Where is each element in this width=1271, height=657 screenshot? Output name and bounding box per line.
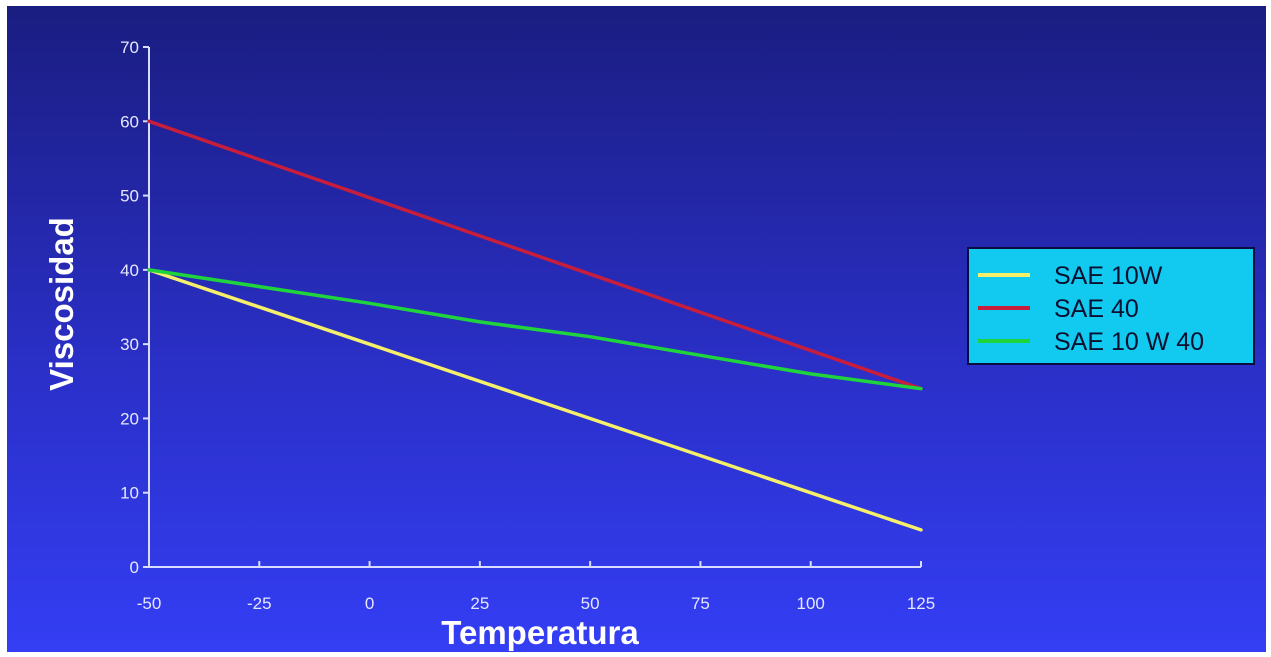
y-tick-label: 0	[130, 558, 139, 577]
y-tick-label: 60	[120, 112, 139, 131]
legend-box	[967, 247, 1255, 365]
series-line	[147, 268, 923, 532]
y-tick-label: 10	[120, 484, 139, 503]
y-tick-label: 70	[120, 38, 139, 57]
y-tick-label: 20	[120, 409, 139, 428]
series-line	[147, 268, 923, 391]
x-axis-ticks: -50 -25 0 25 50 75 100 125	[137, 561, 935, 613]
y-axis-ticks: 0 10 20 30 40 50 60 70	[120, 38, 149, 577]
x-tick-label: -25	[247, 594, 272, 613]
legend-label: SAE 10 W 40	[1054, 328, 1204, 356]
legend: SAE 10W SAE 40 SAE 10 W 40	[967, 247, 1255, 365]
x-tick-label: 125	[907, 594, 935, 613]
line-chart: 0 10 20 30 40 50 60 70 -50 -25 0 25 50 75 100 125 Temp…	[43, 38, 1255, 651]
x-tick-label: 25	[470, 594, 489, 613]
x-tick-label: 100	[797, 594, 825, 613]
y-tick-label: 50	[120, 187, 139, 206]
series-line	[147, 119, 923, 391]
x-tick-label: -50	[137, 594, 162, 613]
x-tick-label: 0	[365, 594, 374, 613]
legend-label: SAE 40	[1054, 295, 1139, 323]
chart-slide: 0 10 20 30 40 50 60 70 -50 -25 0 25 50 75 100 125 Temp…	[7, 6, 1266, 652]
x-tick-label: 75	[691, 594, 710, 613]
y-axis-title: Viscosidad	[43, 217, 80, 391]
legend-label: SAE 10W	[1054, 262, 1163, 290]
x-axis-title: Temperatura	[441, 614, 639, 651]
x-tick-label: 50	[581, 594, 600, 613]
series-layer	[147, 119, 923, 532]
y-tick-label: 30	[120, 335, 139, 354]
y-tick-label: 40	[120, 261, 139, 280]
